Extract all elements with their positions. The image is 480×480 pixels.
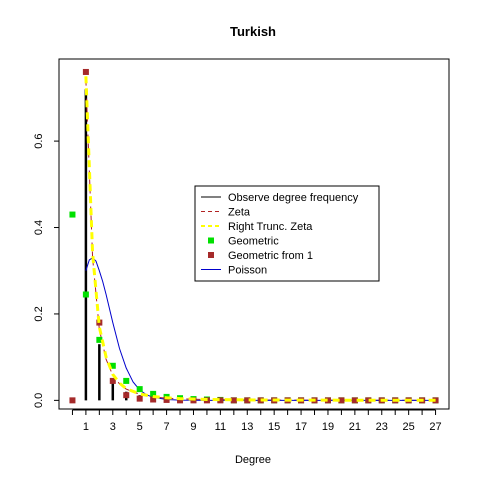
series-4-point [69,397,76,404]
legend-label: Right Trunc. Zeta [228,221,313,233]
series-3-point [109,362,116,369]
y-tick-label: 0.6 [33,133,45,148]
series-4-point [177,397,184,404]
series-3-point [82,291,89,298]
x-tick-label: 7 [164,421,170,433]
series-4-point [244,397,251,404]
legend-label: Geometric from 1 [228,250,313,262]
series-4-point [230,397,237,404]
x-tick-label: 27 [429,421,441,433]
series-4-point [217,397,224,404]
series-4-point [123,392,130,399]
x-tick-label: 13 [241,421,253,433]
x-tick-label: 19 [322,421,334,433]
series-4-point [109,377,116,384]
y-tick-label: 0.0 [33,393,45,408]
x-tick-label: 9 [190,421,196,433]
legend-label: Geometric [228,236,279,248]
legend-label: Observe degree frequency [228,192,359,204]
legend-box [194,185,380,282]
series-4-point [150,396,157,403]
axes: 1 3 5 7 9 11 13 15 17 19 21 23 25 270.00.20.40.6 [33,133,442,433]
series-4-point [365,397,372,404]
legend-label: Poisson [228,265,267,277]
series-2-line [84,76,436,402]
x-tick-label: 23 [376,421,388,433]
legend: Observe degree frequency Zeta Right Trunc.… [194,185,380,282]
series-3-point [150,390,157,397]
x-tick-label: 25 [403,421,415,433]
x-axis-title: Degree [235,454,271,466]
x-tick-label: 5 [137,421,143,433]
series-4-point [163,396,170,403]
series-4-point [351,397,358,404]
series-3-point [96,336,103,343]
x-tick-label: 11 [215,421,226,433]
legend-swatch [208,252,214,258]
series-3-point [69,211,76,218]
y-tick-label: 0.2 [33,306,45,321]
y-tick-label: 0.4 [33,220,45,235]
x-tick-label: 3 [110,421,116,433]
series-4-point [136,395,143,402]
x-tick-label: 1 [83,421,89,433]
series-4-point [324,397,331,404]
data-layer [69,68,439,404]
x-tick-label: 21 [349,421,361,433]
series-4-point [82,68,89,75]
x-tick-label: 15 [268,421,280,433]
chart-title: Turkish [230,24,276,39]
legend-label: Zeta [228,207,251,219]
x-tick-label: 17 [295,421,307,433]
legend-swatch [208,237,214,244]
series-3-point [123,377,130,384]
series-3-point [136,386,143,393]
series-4-point [338,397,345,404]
